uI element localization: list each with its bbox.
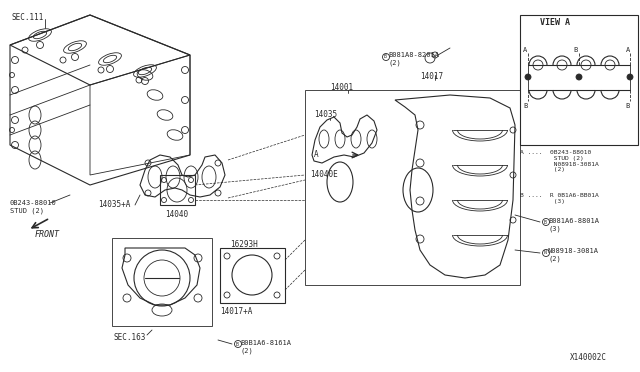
Bar bbox=[305, 90, 520, 285]
Text: A: A bbox=[314, 150, 319, 159]
Text: B: B bbox=[544, 219, 547, 224]
Text: 16293H: 16293H bbox=[230, 240, 258, 249]
Text: N: N bbox=[544, 250, 547, 256]
Text: X140002C: X140002C bbox=[570, 353, 607, 362]
Text: B081A8-8201A
(2): B081A8-8201A (2) bbox=[388, 52, 439, 65]
Text: VIEW A: VIEW A bbox=[540, 18, 570, 27]
Text: B: B bbox=[236, 341, 239, 346]
Bar bbox=[220, 248, 285, 303]
Text: SEC.163: SEC.163 bbox=[113, 333, 145, 342]
Text: B: B bbox=[626, 103, 630, 109]
Text: 14035: 14035 bbox=[314, 110, 337, 119]
Text: B: B bbox=[523, 103, 527, 109]
Text: 14017: 14017 bbox=[420, 72, 443, 81]
Text: 0B243-88010
STUD (2): 0B243-88010 STUD (2) bbox=[10, 200, 57, 214]
Text: B: B bbox=[384, 55, 387, 60]
Text: 14001: 14001 bbox=[330, 83, 353, 92]
Circle shape bbox=[525, 74, 531, 80]
Bar bbox=[520, 15, 638, 145]
Bar bbox=[160, 175, 195, 205]
Circle shape bbox=[576, 74, 582, 80]
Text: 14040: 14040 bbox=[165, 210, 188, 219]
Text: B: B bbox=[573, 47, 577, 53]
Circle shape bbox=[627, 74, 633, 80]
Text: B0B1A6-8161A
(2): B0B1A6-8161A (2) bbox=[240, 340, 291, 353]
Text: SEC.111: SEC.111 bbox=[12, 13, 44, 22]
Text: 14035+A: 14035+A bbox=[98, 200, 131, 209]
Text: A: A bbox=[626, 47, 630, 53]
Text: FRONT: FRONT bbox=[35, 230, 60, 239]
Text: A: A bbox=[523, 47, 527, 53]
Text: B081A6-8801A
(3): B081A6-8801A (3) bbox=[548, 218, 599, 231]
Text: 14040E: 14040E bbox=[310, 170, 338, 179]
Text: B ....  R 0B1A6-BB01A
         (3): B .... R 0B1A6-BB01A (3) bbox=[520, 193, 599, 204]
Text: 14017+A: 14017+A bbox=[220, 307, 252, 316]
Text: A ....  0B243-88010
         STUD (2)
         N08918-3081A
         (2): A .... 0B243-88010 STUD (2) N08918-3081A… bbox=[520, 150, 599, 172]
Bar bbox=[112, 238, 212, 326]
Text: N08918-3081A
(2): N08918-3081A (2) bbox=[548, 248, 599, 262]
